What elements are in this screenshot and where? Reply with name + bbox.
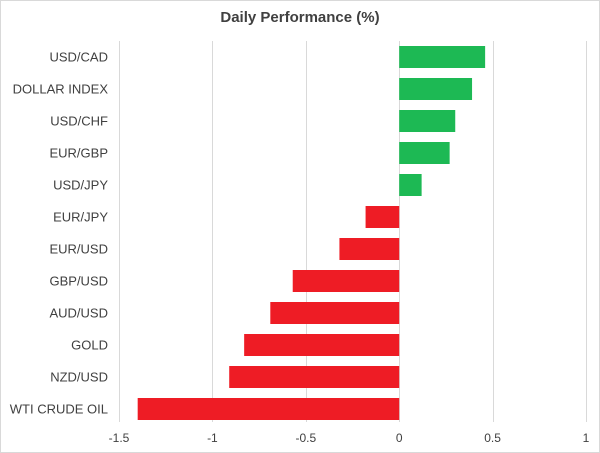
- bar: [399, 142, 450, 164]
- category-label: DOLLAR INDEX: [13, 82, 109, 97]
- category-label: AUD/USD: [49, 306, 108, 321]
- bar: [399, 46, 486, 68]
- bar: [270, 302, 400, 324]
- tick-label-layer: -1.5 -1 -0.5 0 0.5 1: [109, 431, 590, 445]
- category-label: WTI CRUDE OIL: [10, 402, 108, 417]
- category-label-layer: USD/CAD DOLLAR INDEX USD/CHF EUR/GBP USD/JPY…: [10, 50, 109, 417]
- bar: [229, 366, 400, 388]
- chart-title: Daily Performance (%): [220, 9, 380, 26]
- bar: [399, 174, 422, 196]
- category-label: EUR/JPY: [53, 210, 108, 225]
- x-tick-label: 0: [396, 431, 403, 445]
- category-label: USD/CHF: [50, 114, 108, 129]
- bar: [292, 270, 400, 292]
- bar: [399, 78, 473, 100]
- category-label: NZD/USD: [50, 370, 108, 385]
- x-tick-label: -1.5: [109, 431, 130, 445]
- bar: [137, 398, 400, 420]
- category-label: EUR/GBP: [49, 146, 108, 161]
- x-tick-label: -0.5: [295, 431, 316, 445]
- grid-layer: [119, 41, 587, 422]
- bar: [399, 110, 456, 132]
- category-label: USD/CAD: [49, 50, 108, 65]
- x-tick-label: 0.5: [484, 431, 501, 445]
- category-label: EUR/USD: [49, 242, 108, 257]
- category-label: USD/JPY: [53, 178, 108, 193]
- x-tick-label: -1: [207, 431, 218, 445]
- bar-layer: [137, 46, 486, 420]
- category-label: GBP/USD: [49, 274, 108, 289]
- category-label: GOLD: [71, 338, 108, 353]
- bar: [365, 206, 400, 228]
- bar: [244, 334, 400, 356]
- x-tick-label: 1: [583, 431, 590, 445]
- bar: [339, 238, 400, 260]
